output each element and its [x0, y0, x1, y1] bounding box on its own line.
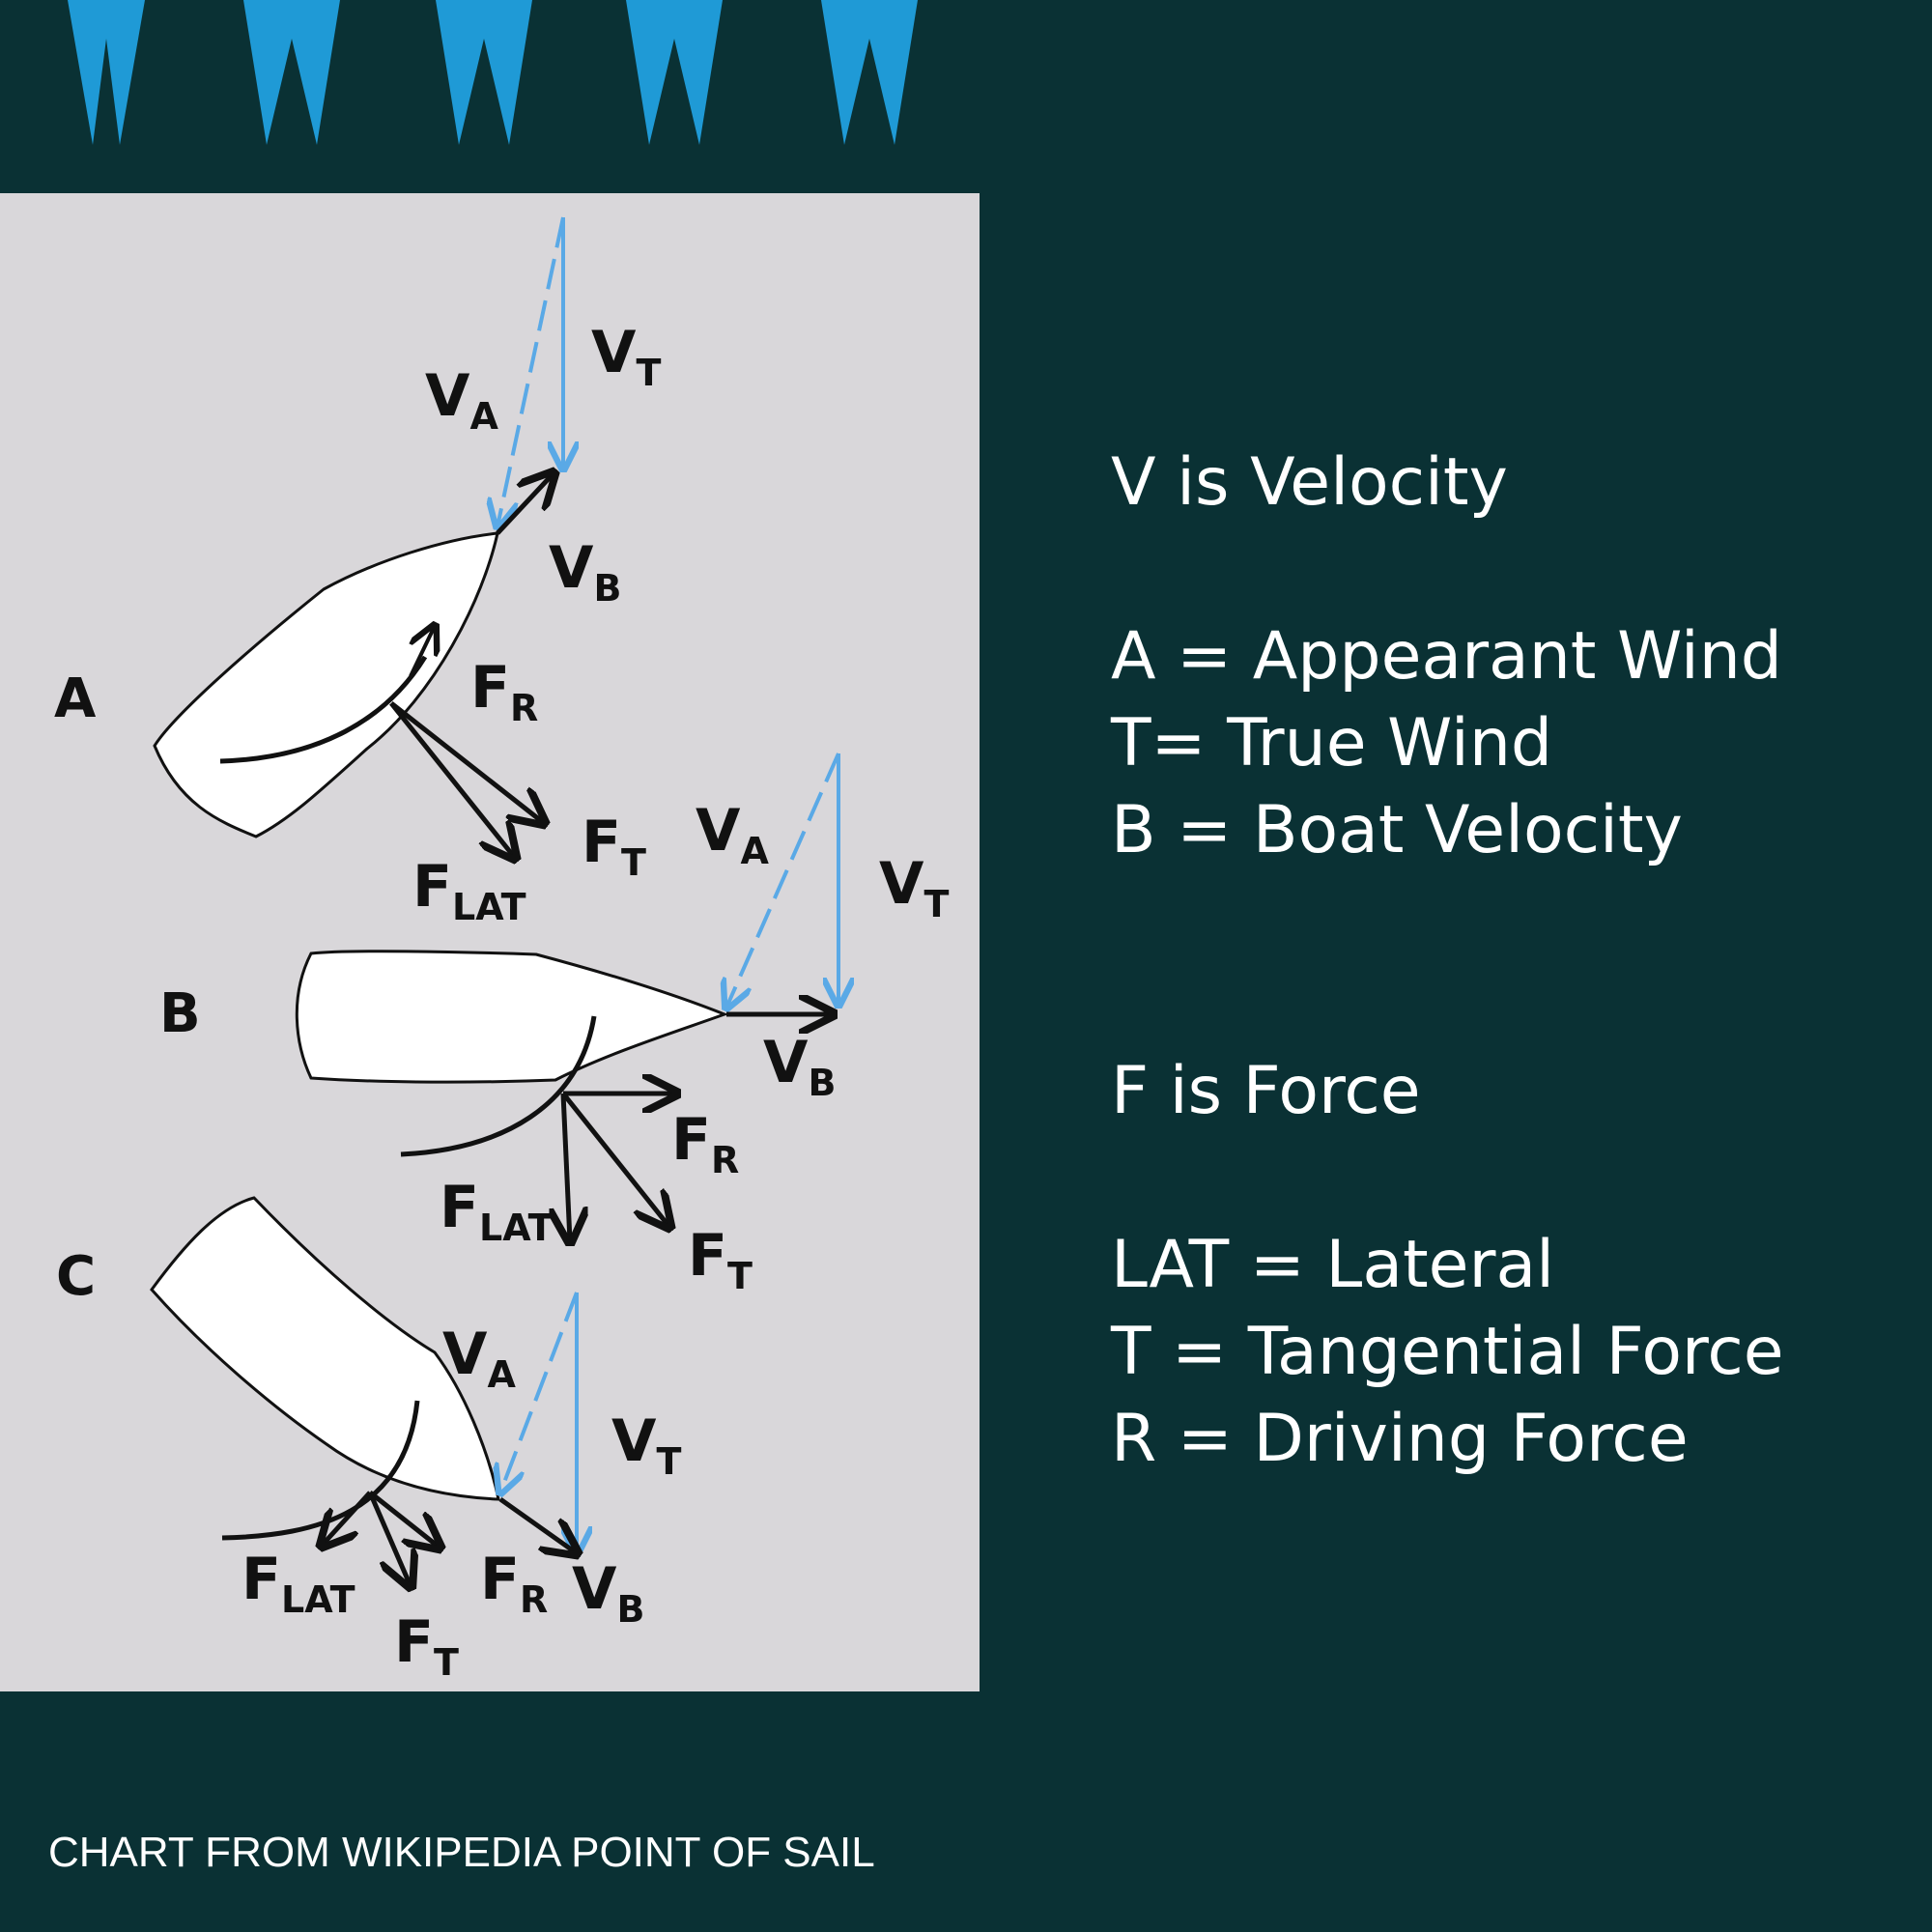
boat-a-sail [219, 655, 428, 764]
boat-c-vb-label: VB [572, 1555, 644, 1631]
legend: V is Velocity A = Appearant Wind T= True… [1111, 440, 1884, 1483]
legend-force-heading: F is Force [1111, 1053, 1421, 1129]
boat-b-fr-label: FR [671, 1106, 739, 1181]
decor-tooth [626, 0, 723, 145]
legend-item: R = Driving Force [1111, 1401, 1689, 1477]
boat-c-fr-label: FR [480, 1546, 548, 1621]
boat-a-ft-arrow [389, 701, 544, 823]
boat-b-flat-arrow [563, 1093, 570, 1241]
boat-a-flat-label: FLAT [412, 853, 526, 928]
boat-b-va-label: VA [696, 797, 769, 872]
boat-b-vt-label: VT [879, 850, 949, 925]
decor-tooth [436, 0, 532, 145]
boat-b-sail [400, 1015, 597, 1157]
boat-b-group: B VT VA VB FR FT FLAT [159, 753, 949, 1297]
boat-a-vb-arrow [496, 473, 554, 535]
boat-c-group: C VT VA VB FR FT FLAT [56, 1196, 681, 1684]
legend-velocity-heading: V is Velocity [1111, 444, 1508, 521]
source-caption: CHART FROM WIKIPEDIA POINT OF SAIL [48, 1829, 875, 1876]
boat-c-letter: C [56, 1245, 96, 1308]
point-of-sail-diagram: A VT VA VB FR FT FLAT B VT VA VB FR FT F… [54, 216, 949, 1684]
decorative-teeth [68, 0, 918, 145]
boat-a-fr-label: FR [470, 654, 538, 729]
boat-c-ft-label: FT [394, 1608, 459, 1684]
boat-a-va-label: VA [425, 362, 498, 438]
boat-b-letter: B [159, 982, 201, 1045]
boat-b-hull [295, 950, 729, 1084]
boat-c-flat-label: FLAT [242, 1546, 355, 1621]
boat-c-flat-arrow [322, 1491, 372, 1546]
boat-a-letter: A [54, 668, 97, 730]
legend-item: T = Tangential Force [1111, 1314, 1784, 1390]
boat-a-flat-arrow [389, 701, 515, 858]
legend-item: LAT = Lateral [1111, 1227, 1554, 1303]
boat-b-flat-label: FLAT [440, 1174, 554, 1249]
boat-c-vt-label: VT [611, 1407, 681, 1483]
legend-item: T= True Wind [1111, 705, 1553, 781]
boat-a-hull [153, 531, 499, 838]
boat-a-group: A VT VA VB FR FT FLAT [54, 216, 661, 928]
boat-c-va-arrow [500, 1292, 579, 1492]
boat-c-ft-arrow [367, 1492, 411, 1586]
diagram-panel: A VT VA VB FR FT FLAT B VT VA VB FR FT F… [0, 193, 980, 1691]
boat-b-va-arrow [726, 753, 840, 1008]
boat-a-sail-arrow [409, 626, 435, 677]
boat-b-ft-arrow [561, 1092, 669, 1227]
legend-item: A = Appearant Wind [1111, 618, 1782, 695]
decor-tooth [243, 0, 340, 145]
legend-item: B = Boat Velocity [1111, 792, 1683, 868]
boat-b-ft-label: FT [688, 1222, 753, 1297]
boat-a-vt-label: VT [591, 319, 661, 394]
boat-a-ft-label: FT [582, 809, 646, 884]
boat-c-fr-arrow [368, 1491, 440, 1548]
boat-c-va-label: VA [442, 1321, 516, 1396]
boat-a-vb-label: VB [549, 534, 621, 610]
decor-tooth [68, 0, 145, 145]
boat-c-vb-arrow [498, 1496, 577, 1553]
boat-a-va-arrow [497, 216, 565, 526]
decor-tooth [821, 0, 918, 145]
boat-b-vb-label: VB [763, 1029, 836, 1104]
